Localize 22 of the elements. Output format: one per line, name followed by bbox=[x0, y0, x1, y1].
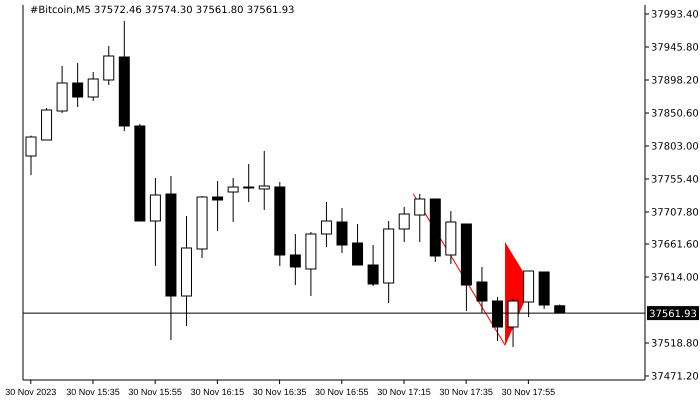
y-tick-label: 37614.00 bbox=[651, 272, 699, 284]
y-tick-label: 37707.80 bbox=[651, 208, 699, 219]
x-tick-label: 30 Nov 17:15 bbox=[377, 387, 431, 397]
y-tick-label: 37850.60 bbox=[651, 108, 699, 120]
x-tick-label: 30 Nov 2023 bbox=[5, 387, 56, 397]
y-tick-label: 37518.80 bbox=[651, 338, 699, 350]
chart-title: #Bitcoin,M5 37572.46 37574.30 37561.80 37561.93 bbox=[30, 5, 294, 16]
y-tick-label: 37945.80 bbox=[651, 42, 699, 54]
x-tick-label: 30 Nov 16:15 bbox=[190, 387, 244, 397]
x-tick-label: 30 Nov 15:55 bbox=[128, 387, 182, 397]
y-tick-label: 37755.40 bbox=[651, 174, 699, 186]
ref-line-label: 37561.93 bbox=[649, 309, 697, 320]
y-tick-label: 37898.20 bbox=[651, 76, 699, 87]
x-tick-label: 30 Nov 17:35 bbox=[439, 387, 493, 397]
y-tick-label: 37803.00 bbox=[651, 142, 699, 153]
x-tick-label: 30 Nov 15:35 bbox=[66, 387, 120, 397]
x-tick-label: 30 Nov 16:35 bbox=[252, 387, 306, 397]
y-tick-label: 37661.60 bbox=[651, 240, 699, 251]
y-tick-label: 37471.20 bbox=[651, 372, 699, 383]
x-tick-label: 30 Nov 17:55 bbox=[502, 387, 556, 397]
x-tick-label: 30 Nov 16:55 bbox=[315, 387, 369, 397]
y-tick-label: 37993.40 bbox=[651, 10, 699, 21]
